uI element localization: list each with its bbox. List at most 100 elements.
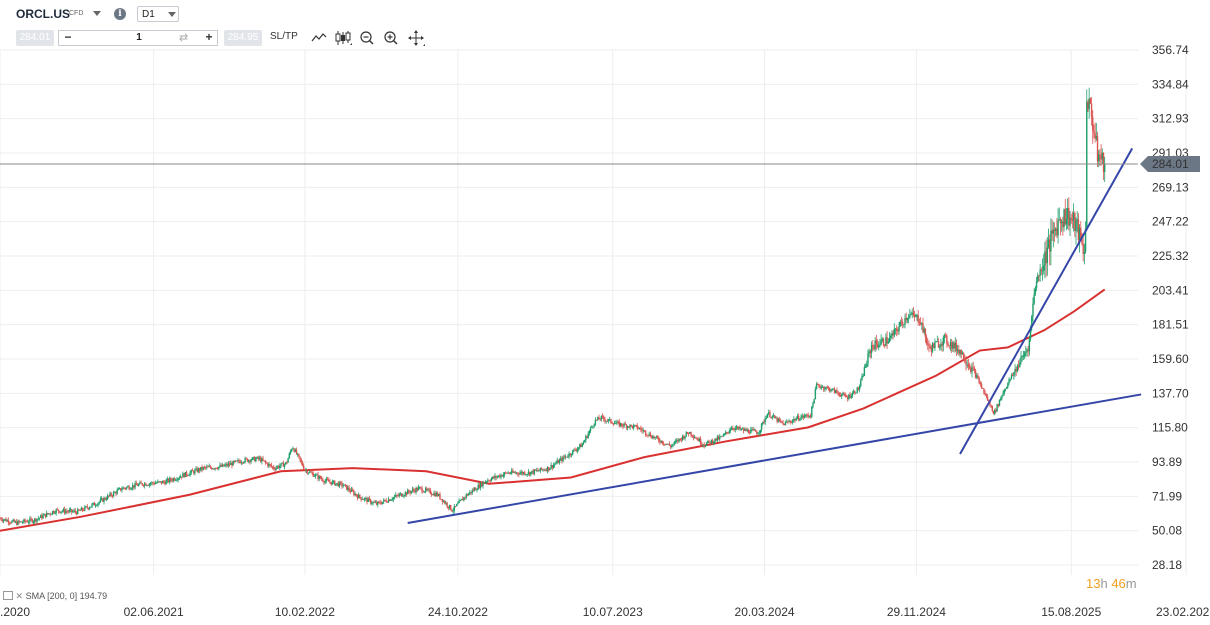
candle-body: [512, 470, 514, 473]
candle-body: [751, 429, 753, 430]
remove-indicator-icon[interactable]: ✕: [15, 591, 24, 601]
candle-body: [43, 513, 45, 516]
zoom-out-icon[interactable]: [357, 29, 377, 47]
candle-body: [169, 478, 171, 482]
candle-body: [1, 519, 4, 521]
symbol-name[interactable]: ORCL.US: [16, 7, 70, 21]
candle-body: [659, 440, 661, 443]
symbol-dropdown-icon[interactable]: [93, 11, 101, 16]
candle-body: [23, 519, 25, 523]
candle-body: [1007, 383, 1009, 388]
candle-body: [483, 482, 485, 483]
candle-body: [93, 502, 96, 506]
candle-body: [294, 449, 297, 452]
candle-body: [115, 492, 117, 494]
candle-body: [935, 341, 937, 343]
indicator-legend[interactable]: ✕ SMA [200, 0] 194.79: [3, 591, 107, 602]
candle-body: [471, 490, 473, 493]
trendline-layer[interactable]: [407, 147, 1142, 524]
candle-body: [989, 400, 991, 406]
candle-body: [417, 487, 420, 491]
candle-body: [702, 444, 704, 446]
candle-body: [1019, 362, 1021, 368]
candle-body: [772, 415, 775, 417]
candle-body: [703, 444, 705, 447]
candle-body: [210, 467, 213, 470]
candle-body: [246, 458, 249, 462]
candle-body: [464, 497, 466, 499]
candle-body: [738, 427, 740, 429]
candle-body: [1102, 152, 1105, 172]
candle-body: [966, 364, 968, 366]
candle-body: [860, 380, 862, 387]
candle-body: [263, 460, 265, 462]
candle-body: [524, 472, 526, 475]
candle-body: [673, 441, 675, 445]
candle-body: [836, 390, 838, 393]
candle-body: [155, 482, 158, 484]
move-icon[interactable]: [406, 29, 426, 47]
candle-body: [823, 386, 825, 390]
candle-body: [892, 333, 894, 336]
candle-body: [264, 460, 267, 463]
candle-body: [809, 416, 812, 417]
candle-body: [1088, 98, 1090, 110]
candle-body: [398, 494, 401, 496]
candle-body: [5, 518, 7, 522]
candle-body: [808, 416, 811, 417]
candle-body: [418, 487, 421, 489]
candle-body: [716, 436, 719, 441]
candle-body: [630, 424, 632, 426]
minus-button[interactable]: −: [64, 30, 72, 44]
candle-body: [873, 346, 875, 350]
candle-body: [956, 349, 959, 351]
quantity-stepper[interactable]: − 1 ⇄ +: [58, 30, 218, 46]
candlestick-icon[interactable]: [333, 29, 353, 47]
candle-body: [813, 399, 815, 403]
zoom-in-icon[interactable]: [381, 29, 401, 47]
trendline[interactable]: [959, 147, 1134, 455]
bid-price[interactable]: 284.01: [16, 30, 54, 46]
candle-body: [887, 341, 890, 344]
candle-body: [832, 388, 835, 390]
candle-body: [736, 426, 739, 429]
price-tick-label: 356.74: [1152, 43, 1189, 57]
line-chart-icon[interactable]: [309, 29, 329, 47]
candle-body: [670, 445, 672, 448]
candle-body: [188, 475, 190, 476]
ask-price[interactable]: 284.95: [224, 30, 262, 46]
candle-body: [1062, 221, 1064, 228]
candle-body: [77, 509, 79, 515]
sltp-button[interactable]: SL/TP: [270, 31, 298, 42]
candle-body: [324, 480, 326, 483]
trendline[interactable]: [407, 393, 1142, 524]
candle-body: [613, 423, 616, 425]
candle-body: [17, 520, 19, 525]
candle-body: [765, 417, 768, 419]
candle-body: [777, 418, 780, 422]
candle-body: [1041, 270, 1044, 272]
instrument-type: CFD: [69, 10, 84, 17]
quantity-input[interactable]: 1: [136, 32, 142, 43]
candle-body: [937, 341, 940, 348]
candle-body: [525, 474, 527, 476]
candle-body: [380, 503, 383, 505]
candle-body: [63, 509, 66, 513]
candle-body: [319, 476, 322, 479]
candle-body: [564, 456, 567, 458]
plus-button[interactable]: +: [205, 30, 213, 44]
candle-body: [720, 436, 722, 438]
candle-body: [47, 512, 49, 514]
candle-body: [340, 482, 342, 483]
candle-body: [114, 492, 116, 493]
candle-body: [905, 317, 907, 321]
candle-body: [931, 343, 934, 352]
candle-body: [610, 419, 612, 423]
timer-minutes-unit: m: [1125, 576, 1137, 591]
swap-icon[interactable]: ⇄: [179, 32, 189, 44]
candle-body: [995, 409, 997, 412]
candle-body: [631, 425, 634, 429]
timeframe-select[interactable]: D1: [137, 6, 179, 22]
info-icon[interactable]: i: [114, 8, 126, 20]
